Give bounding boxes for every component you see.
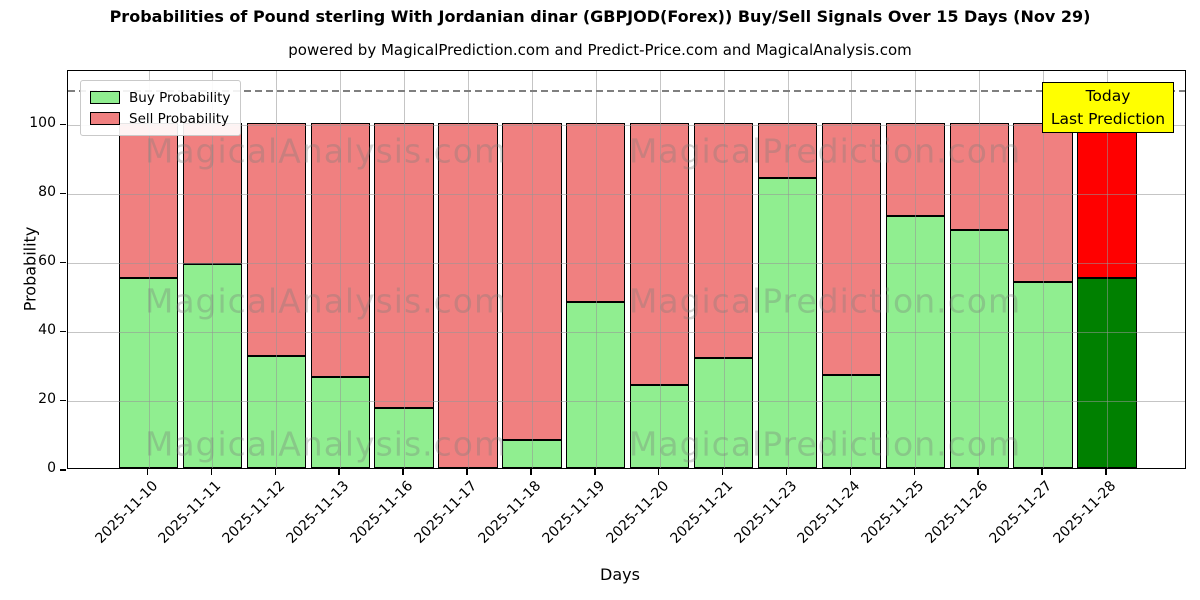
y-tick-label: 100 xyxy=(29,114,56,131)
x-tick xyxy=(530,469,532,475)
sell-bar-segment xyxy=(502,122,562,441)
x-tick xyxy=(785,469,788,475)
legend-label-sell: Sell Probability xyxy=(129,110,230,127)
y-grid-line xyxy=(68,193,1185,195)
legend-entry-buy: Buy Probability xyxy=(90,87,230,108)
y-grid-line xyxy=(68,400,1185,402)
sell-color-swatch xyxy=(90,112,120,125)
sell-bar-segment xyxy=(438,122,498,468)
sell-bar-segment xyxy=(757,122,818,179)
x-grid-line xyxy=(979,71,981,468)
watermark-text: MagicalPrediction.com xyxy=(628,281,1022,321)
x-grid-line xyxy=(1043,71,1045,468)
sell-bar-segment xyxy=(1013,122,1073,282)
x-tick xyxy=(913,469,916,475)
x-grid-line xyxy=(915,71,917,468)
x-axis-label: Days xyxy=(600,565,640,584)
y-tick-label: 80 xyxy=(38,183,56,200)
sell-bar-segment xyxy=(1077,122,1137,279)
x-grid-line xyxy=(787,71,789,468)
x-grid-line xyxy=(212,71,214,468)
x-grid-line xyxy=(723,71,725,468)
y-tick xyxy=(60,330,66,333)
x-tick xyxy=(274,469,277,475)
watermark-text: MagicalAnalysis.com xyxy=(144,131,508,171)
buy-bar-segment xyxy=(885,216,945,468)
y-tick-label: 0 xyxy=(47,460,56,476)
buy-bar-segment xyxy=(502,440,562,468)
x-tick xyxy=(721,469,724,475)
buy-bar-segment xyxy=(566,302,626,468)
buy-bar-segment xyxy=(246,355,306,468)
y-grid-line xyxy=(68,262,1185,264)
x-tick xyxy=(338,469,340,475)
x-tick xyxy=(1105,469,1107,475)
buy-bar-segment xyxy=(1077,278,1137,468)
x-grid-line xyxy=(148,71,150,468)
y-tick-label: 40 xyxy=(38,321,56,338)
chart-subtitle: powered by MagicalPrediction.com and Pre… xyxy=(288,41,912,59)
watermark-text: MagicalAnalysis.com xyxy=(144,281,508,321)
chart-title: Probabilities of Pound sterling With Jor… xyxy=(109,7,1091,26)
buy-bar-segment xyxy=(374,407,434,468)
sell-bar-segment xyxy=(885,122,945,217)
y-tick xyxy=(60,399,66,402)
buy-bar-segment xyxy=(1013,281,1073,468)
sell-bar-segment xyxy=(118,122,179,279)
x-tick xyxy=(146,469,149,475)
x-tick xyxy=(849,469,852,475)
threshold-dashed-line xyxy=(68,90,1185,92)
y-tick-label: 60 xyxy=(38,252,56,269)
y-axis-label: Probability xyxy=(20,226,40,312)
sell-bar-segment xyxy=(693,122,754,358)
x-grid-line xyxy=(1107,71,1108,468)
x-tick xyxy=(594,469,596,475)
y-tick-label: 20 xyxy=(38,390,56,407)
watermark-text: MagicalPrediction.com xyxy=(628,131,1022,171)
x-grid-line xyxy=(595,71,597,468)
x-grid-line xyxy=(851,71,853,468)
sell-bar-segment xyxy=(182,122,243,265)
x-tick xyxy=(977,469,979,475)
buy-bar-segment xyxy=(182,264,243,468)
sell-bar-segment xyxy=(374,122,434,408)
sell-bar-segment xyxy=(246,122,306,356)
x-tick xyxy=(1041,469,1043,475)
today-annotation-box: Today Last Prediction xyxy=(1042,82,1174,133)
x-grid-line xyxy=(404,71,406,468)
y-tick xyxy=(60,469,66,471)
legend: Buy Probability Sell Probability xyxy=(80,80,242,136)
x-tick xyxy=(657,469,660,475)
legend-label-buy: Buy Probability xyxy=(129,89,231,106)
x-tick xyxy=(402,469,404,475)
today-annotation-line1: Today xyxy=(1085,87,1131,105)
buy-bar-segment xyxy=(821,374,882,468)
y-grid-line xyxy=(68,124,1185,126)
buy-bar-segment xyxy=(693,357,754,468)
y-tick xyxy=(60,123,66,126)
x-tick xyxy=(210,469,213,475)
plot-area: Buy Probability Sell Probability Today L… xyxy=(67,70,1186,469)
legend-entry-sell: Sell Probability xyxy=(90,108,230,129)
buy-bar-segment xyxy=(757,178,818,468)
x-tick xyxy=(466,469,468,475)
today-annotation-line2: Last Prediction xyxy=(1050,110,1166,128)
y-tick xyxy=(60,192,66,195)
buy-color-swatch xyxy=(90,91,120,104)
sell-bar-segment xyxy=(566,122,626,303)
watermark-text: MagicalPrediction.com xyxy=(628,424,1022,464)
x-grid-line xyxy=(531,71,533,468)
x-grid-line xyxy=(276,71,278,468)
buy-bar-segment xyxy=(118,278,179,468)
x-grid-line xyxy=(340,71,342,468)
x-grid-line xyxy=(659,71,661,468)
y-grid-line xyxy=(68,331,1185,333)
watermark-text: MagicalAnalysis.com xyxy=(144,424,508,464)
y-tick xyxy=(60,261,66,264)
x-grid-line xyxy=(468,71,469,468)
